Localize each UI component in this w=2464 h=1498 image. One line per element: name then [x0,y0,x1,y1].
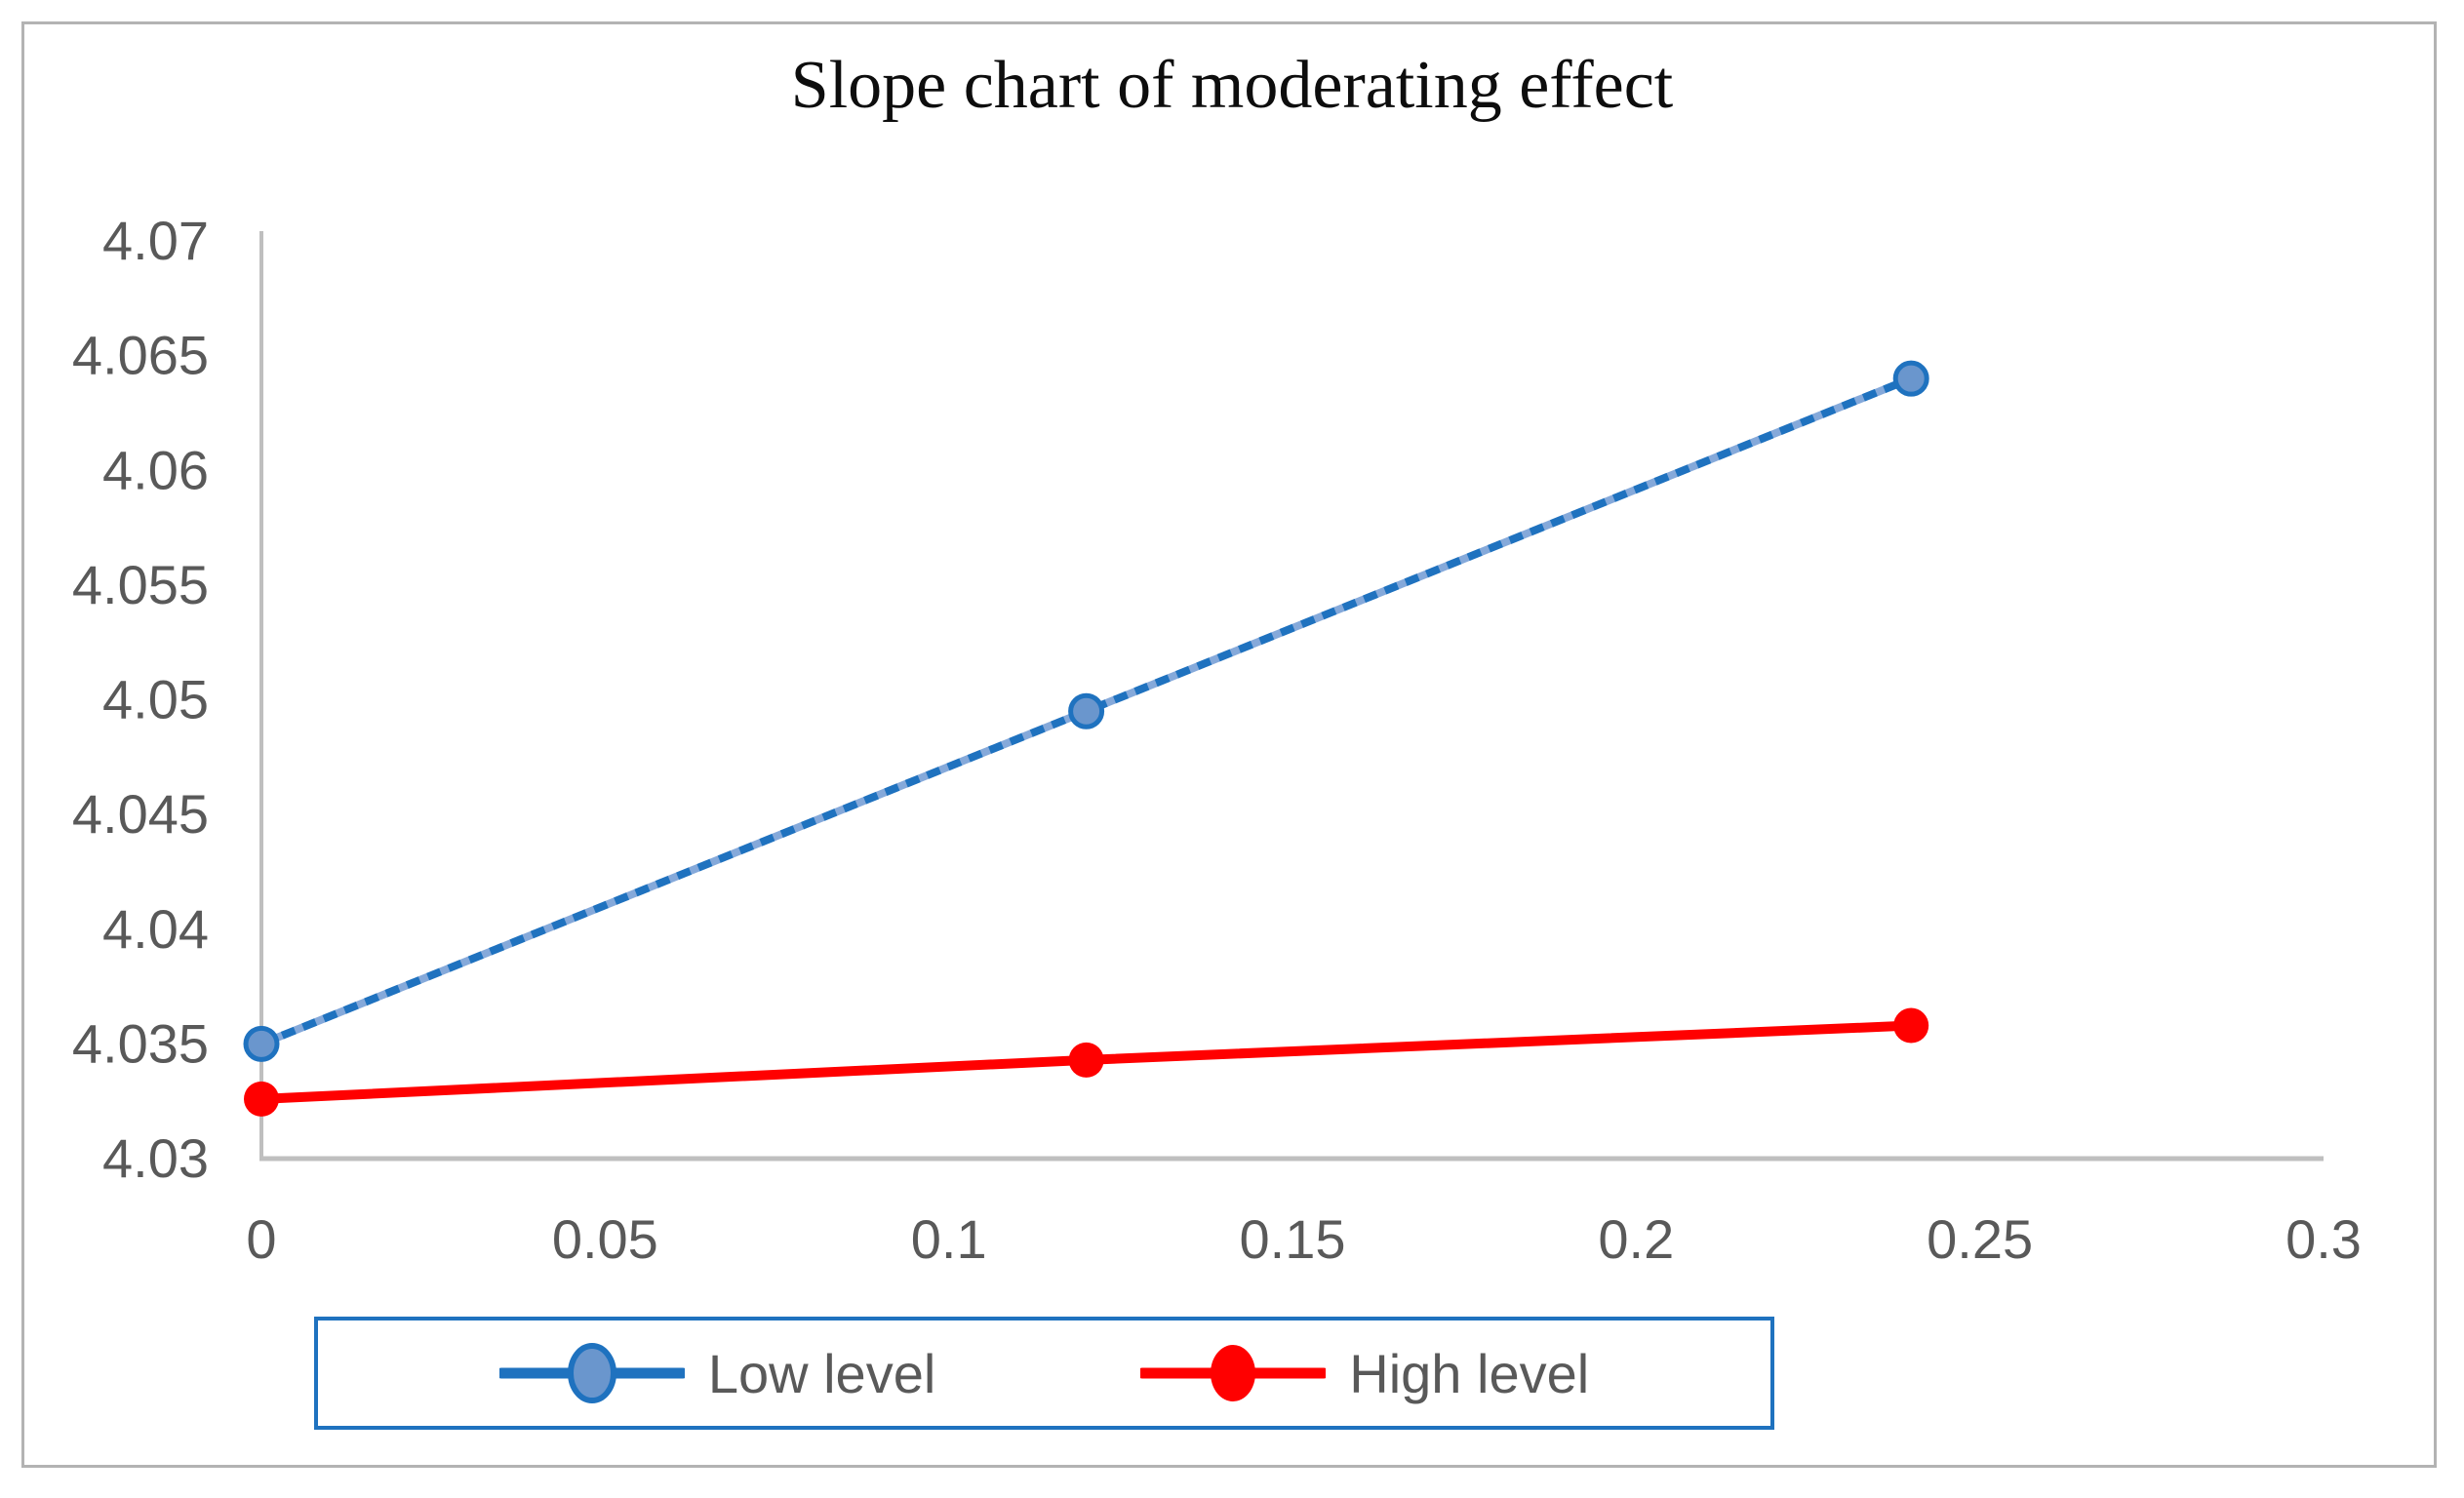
y-tick-label: 4.07 [102,210,209,271]
y-tick-label: 4.05 [102,669,209,730]
legend-label-low-level: Low level [707,1342,936,1404]
x-tick-label: 0.2 [1598,1208,1674,1270]
x-tick-label: 0.3 [2285,1208,2362,1270]
y-tick-label: 4.055 [72,554,209,615]
low-level-data-point-marker [1068,692,1105,729]
low-level-line [259,374,1913,1048]
legend-box: Low level High level [314,1317,1774,1430]
legend-item-high-level: High level [1140,1336,1589,1410]
legend-sample-shape [1211,1345,1256,1401]
low-level-line-marker-icon [498,1343,685,1403]
x-tick-label: 0.1 [911,1208,987,1270]
x-tick-label: 0.15 [1240,1208,1346,1270]
legend-label-high-level: High level [1349,1342,1590,1404]
y-tick-label: 4.035 [72,1012,209,1074]
y-tick-label: 4.06 [102,439,209,500]
high-level-data-point-marker [244,1081,279,1117]
y-tick-label: 4.045 [72,783,209,845]
y-tick-label: 4.03 [102,1127,209,1189]
low-level-data-point-marker [243,1025,280,1062]
high-level-line-marker-icon [1140,1345,1327,1401]
high-level-data-point-marker [1068,1042,1104,1078]
legend-sample-shape [567,1343,616,1403]
chart-title: Slope chart of moderating effect [790,48,1674,123]
chart-frame [21,21,2437,1468]
y-tick-label: 4.04 [102,898,209,960]
high-level-data-point-marker [1893,1007,1929,1044]
legend-item-low-level: Low level [498,1336,936,1410]
low-level-data-point-marker [1892,360,1929,397]
x-tick-label: 0.05 [552,1208,658,1270]
x-tick-label: 0.25 [1927,1208,2033,1270]
y-tick-label: 4.065 [72,325,209,386]
x-tick-label: 0 [246,1208,276,1270]
